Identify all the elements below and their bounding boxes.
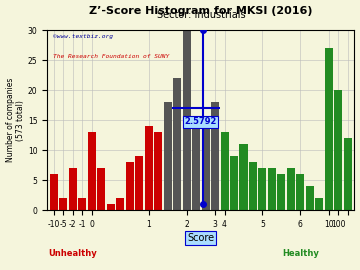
Bar	[249, 162, 257, 210]
Bar	[173, 78, 181, 210]
Bar	[211, 102, 219, 210]
Y-axis label: Number of companies
(573 total): Number of companies (573 total)	[5, 78, 25, 163]
Bar	[50, 174, 58, 210]
Bar	[78, 198, 86, 210]
Bar	[315, 198, 323, 210]
Text: Sector: Industrials: Sector: Industrials	[157, 10, 245, 20]
Text: The Research Foundation of SUNY: The Research Foundation of SUNY	[53, 54, 170, 59]
Bar	[116, 198, 124, 210]
Bar	[154, 132, 162, 210]
Bar	[145, 126, 153, 210]
Text: Healthy: Healthy	[282, 249, 319, 258]
Text: Unhealthy: Unhealthy	[49, 249, 97, 258]
Text: ©www.textbiz.org: ©www.textbiz.org	[53, 34, 113, 39]
Bar	[59, 198, 67, 210]
Bar	[88, 132, 96, 210]
Bar	[334, 90, 342, 210]
Bar	[306, 186, 314, 210]
Bar	[69, 168, 77, 210]
Bar	[239, 144, 248, 210]
X-axis label: Score: Score	[187, 233, 215, 243]
Bar	[202, 126, 210, 210]
Bar	[278, 174, 285, 210]
Bar	[325, 48, 333, 210]
Bar	[344, 138, 352, 210]
Bar	[221, 132, 229, 210]
Bar	[135, 156, 143, 210]
Bar	[107, 204, 115, 210]
Bar	[230, 156, 238, 210]
Bar	[126, 162, 134, 210]
Bar	[296, 174, 305, 210]
Bar	[268, 168, 276, 210]
Text: 2.5792: 2.5792	[184, 117, 216, 126]
Bar	[192, 120, 200, 210]
Bar	[163, 102, 172, 210]
Bar	[258, 168, 266, 210]
Bar	[287, 168, 295, 210]
Title: Z’-Score Histogram for MKSI (2016): Z’-Score Histogram for MKSI (2016)	[89, 6, 312, 16]
Bar	[183, 30, 191, 210]
Bar	[97, 168, 105, 210]
